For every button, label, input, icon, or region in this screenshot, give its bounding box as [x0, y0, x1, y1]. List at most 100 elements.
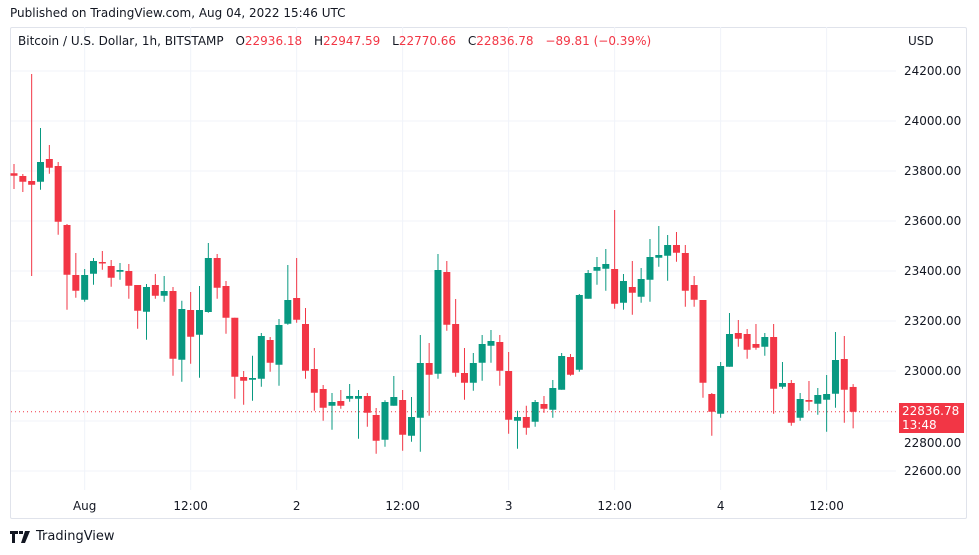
candle-down [54, 162, 62, 235]
candle-body [10, 173, 18, 176]
candle-body [434, 270, 442, 374]
candle-body [699, 300, 707, 383]
candle-down [293, 258, 301, 323]
candle-body [566, 357, 574, 375]
candle-body [284, 300, 292, 324]
candle-up [284, 265, 292, 325]
time-tick-label: 12:00 [173, 499, 208, 513]
candle-body [407, 417, 415, 436]
candle-down [231, 317, 239, 399]
open-value: 22936.18 [244, 34, 303, 48]
candle-down [540, 396, 548, 413]
candle-down [849, 384, 857, 429]
candle-down [505, 352, 513, 434]
close-value: 22836.78 [476, 34, 534, 48]
candle-body [752, 344, 760, 348]
candle-up [257, 333, 265, 387]
candle-down [45, 145, 53, 174]
candle-down [213, 254, 221, 299]
price-tick-label: 24200.00 [904, 64, 961, 78]
candle-body [98, 262, 106, 264]
open-label: O [235, 34, 245, 48]
candle-down [72, 253, 80, 298]
candle-up [619, 274, 627, 310]
bar-countdown: 13:48 [902, 418, 937, 432]
candle-up [275, 319, 283, 386]
candle-body [354, 396, 362, 399]
candle-down [98, 251, 106, 270]
candle-body [522, 417, 530, 428]
candle-body [778, 383, 786, 387]
candle-body [301, 324, 309, 371]
candles [10, 74, 857, 454]
candle-body [513, 417, 521, 421]
candle-up [81, 269, 89, 302]
price-axis: 24200.00 24000.00 23800.00 23600.00 23400.00… [904, 64, 961, 478]
candle-body [36, 162, 44, 182]
price-tick-label: 24000.00 [904, 114, 961, 128]
candle-body [558, 356, 566, 390]
candle-body [805, 400, 813, 402]
candle-down [460, 348, 468, 400]
candle-up [717, 362, 725, 418]
candle-body [107, 266, 115, 278]
candle-up [346, 384, 354, 402]
candle-body [796, 399, 804, 418]
candle-up [195, 286, 203, 378]
candle-body [45, 159, 53, 168]
price-tick-label: 23600.00 [904, 214, 961, 228]
candle-up [328, 393, 336, 430]
candle-body [602, 264, 610, 269]
candle-down [337, 390, 345, 409]
candle-up [204, 243, 212, 313]
candle-down [496, 335, 504, 386]
candle-down [681, 245, 689, 307]
candle-body [593, 267, 601, 271]
candle-body [81, 275, 89, 300]
candle-up [823, 375, 831, 432]
candle-body [549, 388, 557, 410]
candle-up [796, 393, 804, 421]
candle-body [134, 285, 142, 311]
published-note: Published on TradingView.com, Aug 04, 20… [10, 6, 346, 20]
chart-frame [10, 27, 967, 519]
candle-up [558, 353, 566, 390]
tradingview-logo[interactable]: TradingView [10, 529, 115, 544]
candle-down [319, 385, 327, 421]
candle-body [681, 253, 689, 291]
time-tick-label: Aug [73, 499, 96, 513]
candle-down [425, 343, 433, 416]
candle-body [266, 340, 274, 363]
brand-name: TradingView [36, 529, 115, 544]
candle-up [116, 263, 124, 280]
candle-down [28, 74, 36, 276]
candle-down [805, 381, 813, 411]
price-tick-label: 23200.00 [904, 314, 961, 328]
candle-down [566, 354, 574, 376]
currency-label[interactable]: USD [908, 34, 934, 48]
candle-up [584, 270, 592, 299]
candle-body [734, 333, 742, 339]
candle-down [734, 320, 742, 347]
candle-up [487, 330, 495, 363]
time-tick-label: 4 [717, 499, 725, 513]
candle-body [346, 396, 354, 399]
candle-body [416, 363, 424, 418]
time-tick-label: 12:00 [385, 499, 420, 513]
candle-up [478, 335, 486, 381]
candle-body [293, 298, 301, 320]
close-label: C [467, 34, 477, 48]
change-value: −89.81 (−0.39%) [545, 34, 652, 48]
last-price-label: 22836.78 13:48 [899, 403, 964, 433]
candle-up [89, 258, 97, 285]
candle-body [160, 291, 168, 296]
candle-down [611, 210, 619, 309]
candle-up [513, 410, 521, 449]
low-label: L [392, 34, 399, 48]
candle-down [690, 276, 698, 307]
candle-down [222, 281, 230, 334]
candle-body [672, 245, 680, 253]
candle-body [240, 377, 248, 381]
candle-body [690, 285, 698, 300]
